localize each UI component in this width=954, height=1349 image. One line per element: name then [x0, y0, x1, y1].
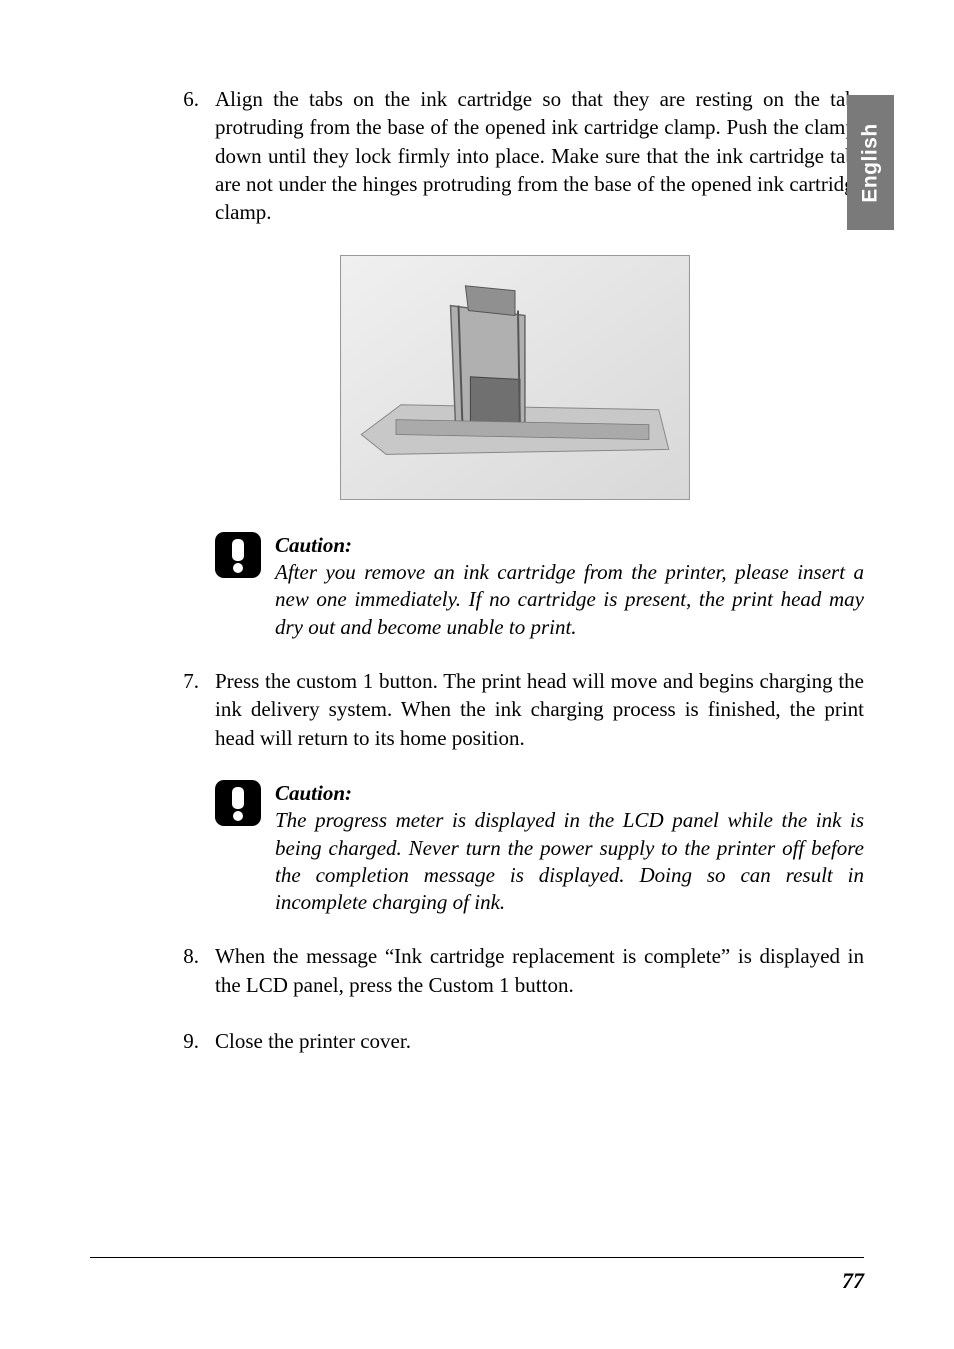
- caution-content-2: Caution: The progress meter is displayed…: [275, 780, 864, 916]
- list-body-8: When the message “Ink cartridge replacem…: [215, 942, 864, 999]
- caution-block-1: Caution: After you remove an ink cartrid…: [215, 532, 864, 641]
- list-marker-9: 9.: [165, 1027, 215, 1055]
- list-body-7: Press the custom 1 button. The print hea…: [215, 667, 864, 752]
- list-item-8: 8. When the message “Ink cartridge repla…: [165, 942, 864, 999]
- list-body-6: Align the tabs on the ink cartridge so t…: [215, 85, 864, 227]
- caution-block-2: Caution: The progress meter is displayed…: [215, 780, 864, 916]
- caution-label-2: Caution:: [275, 780, 864, 807]
- list-body-9: Close the printer cover.: [215, 1027, 864, 1055]
- language-tab: English: [847, 95, 894, 230]
- list-marker-7: 7.: [165, 667, 215, 752]
- page-container: English 6. Align the tabs on the ink car…: [0, 0, 954, 1349]
- cartridge-illustration: [340, 255, 690, 500]
- caution-text-1: After you remove an ink cartridge from t…: [275, 559, 864, 641]
- caution-content-1: Caution: After you remove an ink cartrid…: [275, 532, 864, 641]
- list-marker-8: 8.: [165, 942, 215, 999]
- figure-container: [165, 255, 864, 500]
- caution-icon: [215, 532, 261, 578]
- caution-label-1: Caution:: [275, 532, 864, 559]
- list-marker-6: 6.: [165, 85, 215, 227]
- caution-text-2: The progress meter is displayed in the L…: [275, 807, 864, 916]
- list-item-6: 6. Align the tabs on the ink cartridge s…: [165, 85, 864, 227]
- language-tab-label: English: [859, 123, 883, 202]
- caution-icon: [215, 780, 261, 826]
- list-item-7: 7. Press the custom 1 button. The print …: [165, 667, 864, 752]
- list-item-9: 9. Close the printer cover.: [165, 1027, 864, 1055]
- page-number: 77: [842, 1268, 864, 1294]
- page-footer: 77: [90, 1257, 864, 1294]
